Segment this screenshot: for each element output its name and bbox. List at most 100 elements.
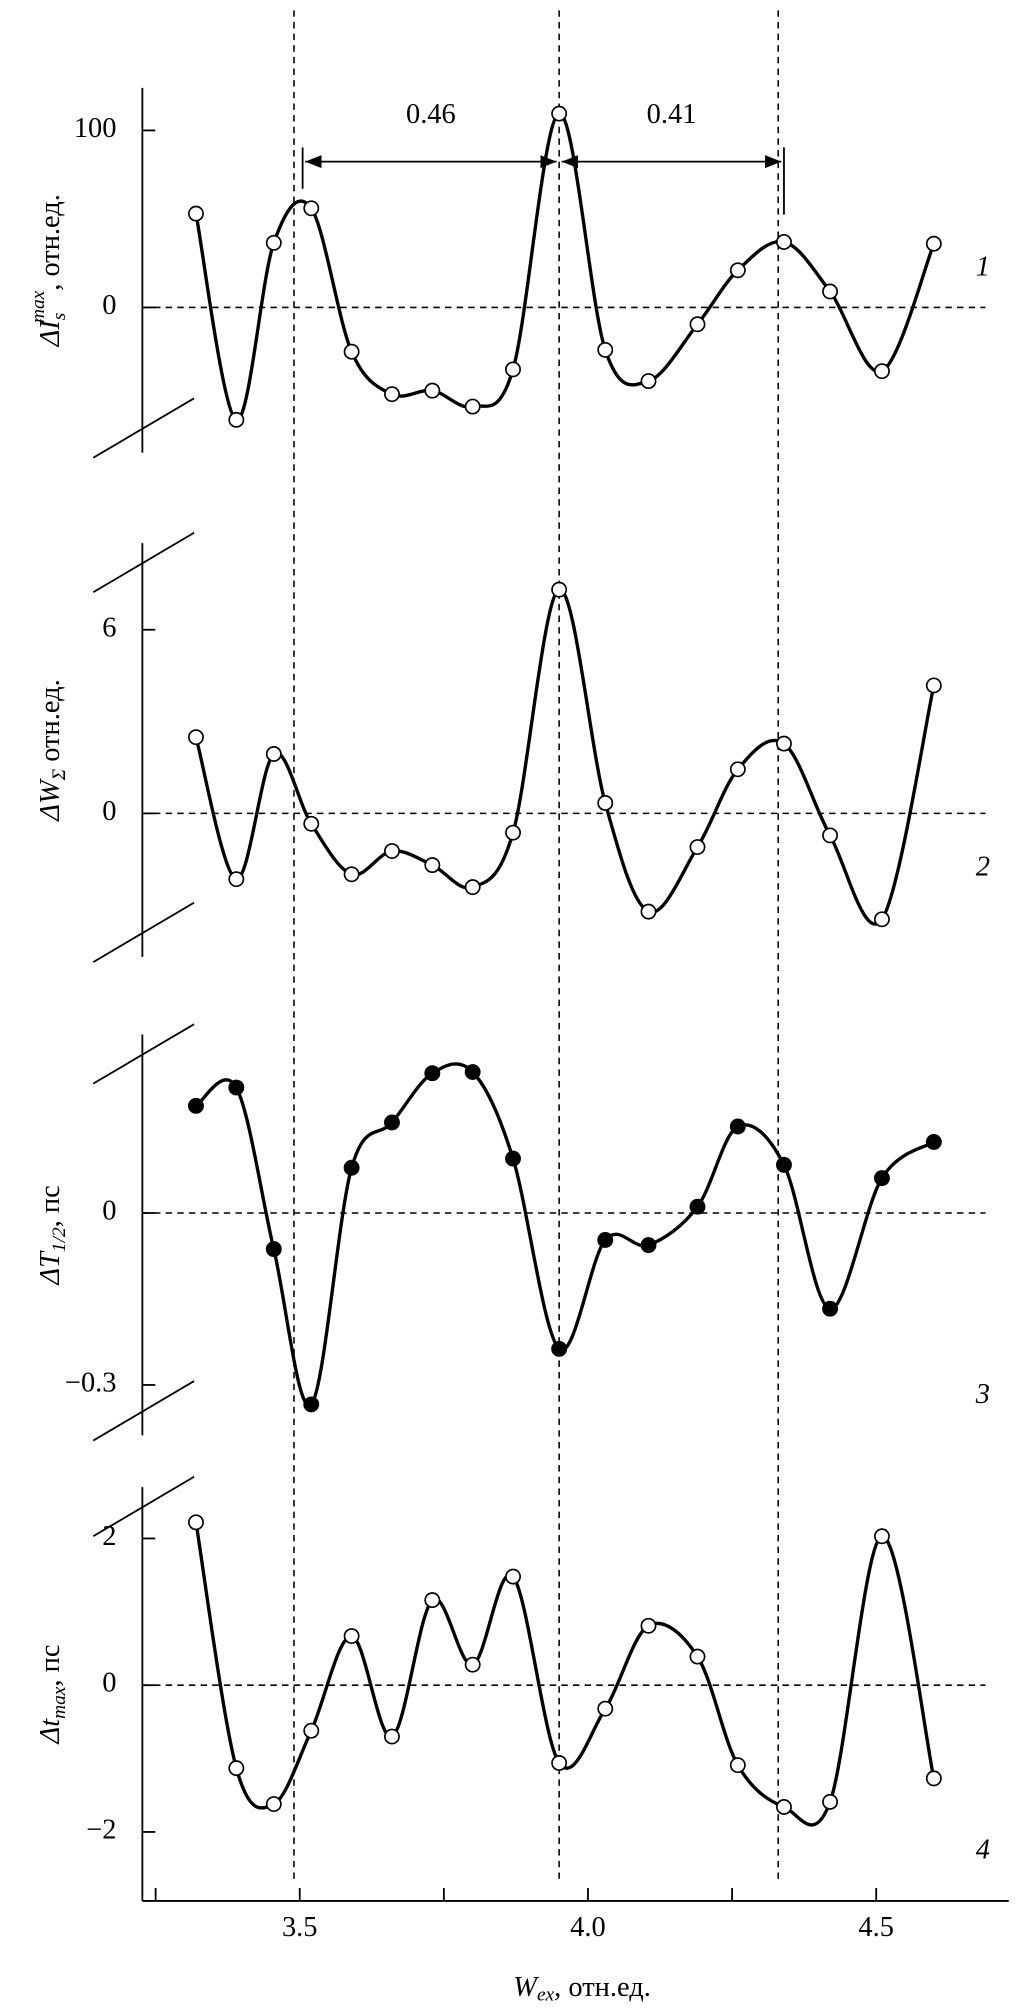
data-point	[188, 1097, 204, 1114]
data-point	[505, 824, 521, 841]
data-point	[303, 1396, 320, 1413]
data-point	[384, 1114, 400, 1131]
data-point	[551, 1755, 568, 1771]
data-point	[873, 1170, 890, 1187]
y-label-rest: отн.ед.	[34, 679, 65, 769]
data-point	[640, 903, 657, 920]
data-point	[822, 1300, 839, 1317]
data-point	[464, 1656, 481, 1673]
data-point	[464, 879, 481, 896]
axis-break	[92, 1023, 195, 1085]
y-tick-label: −0.3	[65, 1367, 117, 1398]
data-point	[505, 1568, 521, 1585]
x-axis-label: Wex, отн.ед.	[513, 1971, 651, 2006]
y-axis-label: ΔT1/2, пс	[34, 1185, 70, 1285]
data-point	[873, 1528, 890, 1545]
data-point	[873, 363, 890, 380]
data-point	[464, 1064, 481, 1080]
data-point	[640, 1617, 657, 1634]
data-point	[505, 361, 521, 378]
data-point	[925, 1770, 942, 1787]
curve-label: 1	[976, 252, 990, 283]
data-point	[424, 857, 441, 874]
data-line	[194, 1062, 935, 1408]
data-point	[597, 1700, 614, 1717]
data-point	[303, 1722, 320, 1739]
axis-break	[92, 901, 195, 963]
data-point	[303, 815, 320, 832]
data-point	[228, 411, 245, 428]
axis-break	[92, 397, 195, 459]
data-point	[228, 1079, 245, 1096]
x-label-sub: ex	[537, 1985, 555, 2006]
data-point	[343, 1159, 360, 1176]
data-point	[188, 205, 204, 222]
y-tick-label: 100	[74, 113, 117, 144]
data-point	[689, 1198, 706, 1215]
data-point	[188, 1514, 204, 1531]
data-point	[822, 283, 839, 300]
data-point	[597, 341, 614, 358]
data-point	[689, 1648, 706, 1665]
y-tick-label: 6	[102, 612, 116, 643]
data-point	[925, 1134, 942, 1150]
data-point	[265, 1241, 282, 1258]
data-point	[551, 581, 568, 598]
axis-break	[92, 531, 195, 594]
data-point	[188, 729, 204, 746]
y-tick-label: 0	[102, 1668, 116, 1699]
curve-label: 2	[976, 852, 990, 883]
axis-break	[92, 1475, 195, 1538]
y-tick-label: 0	[102, 796, 116, 827]
data-point	[776, 233, 792, 250]
data-point	[265, 1796, 282, 1813]
data-point	[551, 105, 568, 122]
y-label-rest: , пс	[34, 1645, 65, 1687]
data-point	[689, 316, 706, 333]
data-point	[505, 1150, 521, 1167]
data-point	[303, 200, 320, 217]
x-label-rest: , отн.ед.	[554, 1971, 651, 2002]
x-label-main: W	[513, 1971, 539, 2002]
y-label-sub: s	[49, 313, 70, 321]
x-tick-label: 3.5	[282, 1912, 318, 1943]
data-point	[597, 1232, 614, 1248]
data-point	[265, 234, 282, 251]
data-point	[776, 1799, 792, 1815]
data-point	[729, 262, 746, 279]
data-point	[729, 1118, 746, 1135]
data-point	[776, 735, 792, 752]
data-point	[551, 1340, 568, 1357]
data-point	[640, 373, 657, 390]
data-point	[343, 866, 360, 883]
data-point	[776, 1156, 792, 1173]
data-line	[194, 111, 936, 422]
y-axis-label: Δtmax, пс	[34, 1645, 70, 1745]
data-point	[689, 839, 706, 855]
curve-label: 3	[975, 1379, 990, 1410]
data-point	[597, 795, 614, 811]
data-point	[228, 871, 245, 888]
data-point	[384, 843, 400, 859]
y-label-sub: max	[49, 1686, 70, 1719]
y-tick-label: 0	[102, 290, 116, 321]
y-tick-label: −2	[86, 1814, 116, 1845]
y-label-main: ΔI	[34, 319, 65, 348]
data-point	[424, 1065, 441, 1082]
data-point	[729, 1757, 746, 1774]
y-label-sub: 1/2	[49, 1227, 70, 1252]
data-point	[343, 343, 360, 360]
y-label-main: ΔW	[34, 778, 65, 822]
data-point	[265, 746, 282, 762]
data-point	[424, 382, 441, 399]
data-point	[424, 1592, 441, 1609]
data-point	[343, 1628, 360, 1644]
y-tick-label: 0	[102, 1196, 116, 1227]
y-axis-label: ΔWΣ отн.ед.	[34, 679, 70, 821]
data-point	[925, 235, 942, 252]
data-line	[194, 588, 936, 926]
data-point	[822, 827, 839, 844]
y-label-main: ΔT	[34, 1250, 65, 1286]
data-line	[194, 1522, 936, 1827]
data-point	[464, 398, 481, 415]
